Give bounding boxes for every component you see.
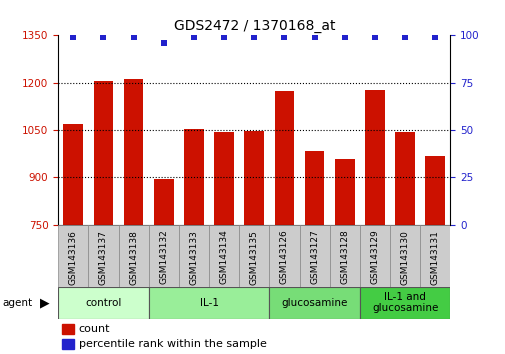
Text: GSM143126: GSM143126 xyxy=(279,230,288,285)
Bar xyxy=(239,225,269,287)
Point xyxy=(340,34,348,40)
Point xyxy=(280,34,288,40)
Point xyxy=(400,34,409,40)
Bar xyxy=(62,324,74,334)
Text: glucosamine: glucosamine xyxy=(281,298,347,308)
Text: GSM143136: GSM143136 xyxy=(69,230,78,285)
Bar xyxy=(154,179,173,225)
Text: GSM143130: GSM143130 xyxy=(400,230,409,285)
Bar xyxy=(148,287,269,319)
Point xyxy=(69,34,77,40)
Point xyxy=(160,40,168,46)
Text: GSM143131: GSM143131 xyxy=(430,230,439,285)
Bar xyxy=(148,225,178,287)
Point xyxy=(99,34,107,40)
Bar xyxy=(118,225,148,287)
Bar xyxy=(93,81,113,225)
Point xyxy=(220,34,228,40)
Text: count: count xyxy=(78,324,110,334)
Text: GSM143127: GSM143127 xyxy=(310,230,319,285)
Bar xyxy=(359,287,449,319)
Bar xyxy=(88,225,118,287)
Bar xyxy=(124,79,143,225)
Bar xyxy=(58,225,88,287)
Point xyxy=(430,34,438,40)
Bar xyxy=(58,287,148,319)
Bar xyxy=(274,91,293,225)
Point xyxy=(370,34,378,40)
Point xyxy=(129,34,137,40)
Bar xyxy=(329,225,359,287)
Text: GSM143128: GSM143128 xyxy=(339,230,348,285)
Text: IL-1 and
glucosamine: IL-1 and glucosamine xyxy=(371,292,437,314)
Bar xyxy=(304,150,324,225)
Bar xyxy=(62,339,74,349)
Bar xyxy=(334,159,354,225)
Bar xyxy=(425,156,444,225)
Bar xyxy=(269,287,359,319)
Text: GSM143137: GSM143137 xyxy=(99,230,108,285)
Text: IL-1: IL-1 xyxy=(199,298,218,308)
Bar xyxy=(209,225,239,287)
Text: agent: agent xyxy=(3,298,33,308)
Bar xyxy=(178,225,209,287)
Bar xyxy=(359,225,389,287)
Bar xyxy=(389,225,419,287)
Bar xyxy=(299,225,329,287)
Text: GSM143132: GSM143132 xyxy=(159,230,168,285)
Bar xyxy=(214,132,233,225)
Bar xyxy=(394,132,414,225)
Text: GSM143129: GSM143129 xyxy=(370,230,379,285)
Bar xyxy=(269,225,299,287)
Bar xyxy=(63,124,83,225)
Text: GSM143133: GSM143133 xyxy=(189,230,198,285)
Point xyxy=(310,34,318,40)
Bar xyxy=(184,129,204,225)
Text: GSM143135: GSM143135 xyxy=(249,230,258,285)
Bar xyxy=(244,131,264,225)
Bar xyxy=(419,225,449,287)
Title: GDS2472 / 1370168_at: GDS2472 / 1370168_at xyxy=(173,19,334,33)
Text: GSM143134: GSM143134 xyxy=(219,230,228,285)
Text: control: control xyxy=(85,298,121,308)
Text: ▶: ▶ xyxy=(40,296,49,309)
Point xyxy=(250,34,258,40)
Text: percentile rank within the sample: percentile rank within the sample xyxy=(78,339,266,349)
Bar xyxy=(365,90,384,225)
Point xyxy=(189,34,197,40)
Text: GSM143138: GSM143138 xyxy=(129,230,138,285)
